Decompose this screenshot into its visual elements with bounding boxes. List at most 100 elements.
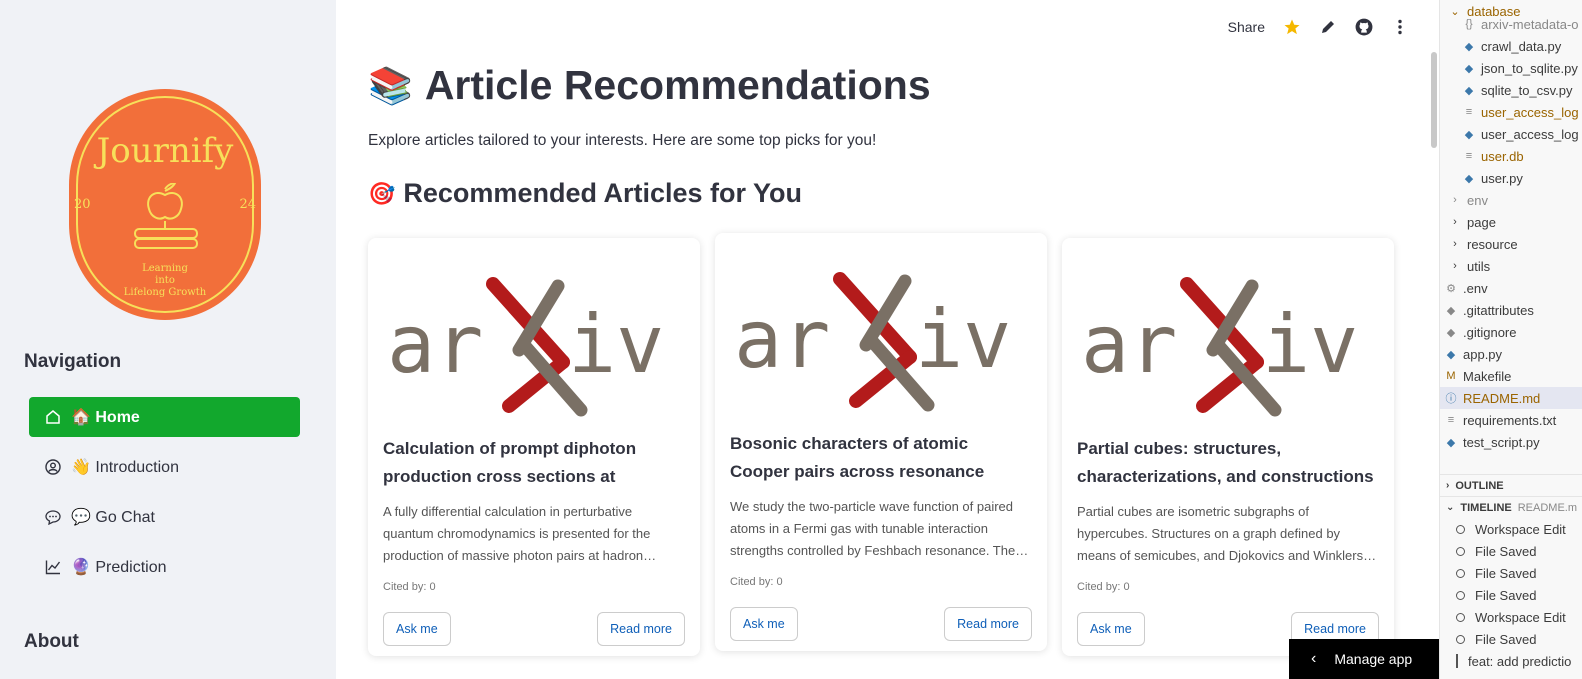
edit-icon[interactable]	[1319, 18, 1337, 36]
ask-me-button[interactable]: Ask me	[1077, 612, 1145, 646]
timeline-item[interactable]: Workspace Edit	[1440, 606, 1582, 628]
nav-item-home[interactable]: 🏠 Home	[29, 397, 300, 437]
timeline-item-label: feat: add predictio	[1468, 653, 1572, 669]
timeline-item[interactable]: File Saved	[1440, 562, 1582, 584]
commit-icon	[1456, 654, 1458, 668]
file-label: app.py	[1463, 346, 1503, 362]
folder-row[interactable]: › page	[1440, 211, 1582, 233]
file-row[interactable]: ◆ .gitattributes	[1440, 299, 1582, 321]
apple-books-icon	[134, 183, 198, 249]
read-more-button[interactable]: Read more	[597, 612, 685, 646]
chevron-down-icon: ⌄	[1446, 502, 1455, 513]
nav-item-introduction[interactable]: 👋 Introduction	[29, 447, 300, 487]
journify-logo: Journify 20 24 Learning into Lifelong Gr…	[69, 89, 261, 320]
timeline-item[interactable]: feat: add predictio	[1440, 650, 1582, 672]
logo-year-right: 24	[239, 197, 256, 212]
folder-label: utils	[1467, 258, 1491, 274]
logo-tagline-2: into	[155, 275, 175, 286]
logo-tagline: Learning into Lifelong Growth	[69, 263, 261, 299]
file-row[interactable]: ◆ .gitignore	[1440, 321, 1582, 343]
file-row[interactable]: {} arxiv-metadata-o	[1440, 13, 1582, 35]
file-row[interactable]: ◆ crawl_data.py	[1440, 35, 1582, 57]
chevron-right-icon: ›	[1446, 480, 1450, 491]
main-scrollbar[interactable]	[1431, 52, 1437, 148]
timeline-dot-icon	[1456, 568, 1465, 578]
folder-label: page	[1467, 214, 1496, 230]
timeline-dot-icon	[1456, 546, 1465, 556]
timeline-item[interactable]: File Saved	[1440, 540, 1582, 562]
share-button[interactable]: Share	[1227, 19, 1265, 35]
about-title: About	[24, 631, 79, 652]
nav-item-prediction[interactable]: 🔮 Prediction	[29, 547, 300, 587]
timeline-item-label: File Saved	[1475, 565, 1537, 581]
chevron-left-icon: ‹	[1311, 650, 1317, 667]
timeline-item[interactable]: File Saved	[1440, 584, 1582, 606]
file-explorer: ⌄ database {} arxiv-metadata-o ◆ crawl_d…	[1439, 0, 1582, 679]
file-row[interactable]: ◆ json_to_sqlite.py	[1440, 57, 1582, 79]
arxiv-logo-iv: iv	[915, 293, 1011, 386]
chevron-right-icon: ›	[1453, 194, 1457, 206]
chevron-right-icon: ›	[1453, 260, 1457, 272]
folder-database[interactable]: ⌄ database	[1440, 0, 1582, 22]
timeline-item[interactable]: File Saved	[1440, 628, 1582, 650]
arxiv-logo-ar: ar	[387, 298, 483, 391]
file-row[interactable]: ◆ sqlite_to_csv.py	[1440, 79, 1582, 101]
python-file-icon: ◆	[1446, 348, 1456, 361]
timeline-dot-icon	[1456, 524, 1465, 534]
timeline-file-label: README.m	[1517, 501, 1578, 514]
folder-row[interactable]: › utils	[1440, 255, 1582, 277]
file-row[interactable]: M Makefile	[1440, 365, 1582, 387]
file-label: .env	[1463, 280, 1488, 296]
ask-me-button[interactable]: Ask me	[383, 612, 451, 646]
file-row[interactable]: ◆ user.py	[1440, 167, 1582, 189]
timeline-item[interactable]: Workspace Edit	[1440, 518, 1582, 540]
arxiv-logo-iv: iv	[568, 298, 664, 391]
outline-section-header[interactable]: › OUTLINE	[1440, 474, 1582, 496]
read-more-button[interactable]: Read more	[944, 607, 1032, 641]
timeline-label: TIMELINE	[1460, 501, 1512, 514]
file-label: crawl_data.py	[1481, 38, 1562, 54]
python-file-icon: ◆	[1464, 128, 1474, 141]
nav-item-label: 👋 Introduction	[71, 459, 179, 476]
file-row[interactable]: ≡ user_access_log	[1440, 101, 1582, 123]
arxiv-logo-image: ar iv	[387, 277, 664, 417]
chevron-right-icon: ›	[1453, 216, 1457, 228]
article-title: Partial cubes: structures, characterizat…	[1077, 439, 1374, 486]
nav-item-label: 💬 Go Chat	[71, 509, 155, 526]
timeline-section-header[interactable]: ⌄ TIMELINE README.m	[1440, 496, 1582, 518]
timeline-item-label: File Saved	[1475, 631, 1537, 647]
target-emoji: 🎯	[368, 180, 396, 206]
outline-label: OUTLINE	[1455, 479, 1504, 492]
file-label: .gitignore	[1463, 324, 1517, 340]
arxiv-logo-image: ar iv	[734, 272, 1011, 412]
file-row[interactable]: ≡ requirements.txt	[1440, 409, 1582, 431]
more-vertical-icon[interactable]	[1391, 18, 1409, 36]
file-row[interactable]: ⚙ .env	[1440, 277, 1582, 299]
folder-row[interactable]: › env	[1440, 189, 1582, 211]
cited-count: Cited by: 0	[730, 576, 783, 588]
file-row[interactable]: ◆ user_access_log	[1440, 123, 1582, 145]
star-icon[interactable]	[1283, 18, 1301, 36]
file-row[interactable]: ◆ test_script.py	[1440, 431, 1582, 453]
folder-label: env	[1467, 192, 1488, 208]
file-row[interactable]: ≡ user.db	[1440, 145, 1582, 167]
folder-row[interactable]: › resource	[1440, 233, 1582, 255]
git-icon: ◆	[1446, 326, 1456, 339]
file-row[interactable]: ◆ app.py	[1440, 343, 1582, 365]
nav-item-go-chat[interactable]: 💬 Go Chat	[29, 497, 300, 537]
file-label: user_access_log	[1481, 126, 1579, 142]
file-label: Makefile	[1463, 368, 1512, 384]
manage-app-label: Manage app	[1334, 651, 1413, 667]
nav-item-label: 🔮 Prediction	[71, 559, 167, 576]
chat-icon	[44, 508, 62, 526]
manage-app-button[interactable]: ‹ Manage app	[1289, 639, 1439, 679]
text-file-icon: ≡	[1465, 106, 1473, 118]
python-file-icon: ◆	[1446, 436, 1456, 449]
ask-me-button[interactable]: Ask me	[730, 607, 798, 641]
arxiv-logo-ar: ar	[1081, 298, 1177, 391]
article-title: Bosonic characters of atomic Cooper pair…	[730, 434, 985, 481]
timeline-item-label: Workspace Edit	[1475, 609, 1566, 625]
file-row-selected[interactable]: ⓘ README.md	[1440, 387, 1582, 409]
github-icon[interactable]	[1355, 18, 1373, 36]
user-circle-icon	[44, 458, 62, 476]
